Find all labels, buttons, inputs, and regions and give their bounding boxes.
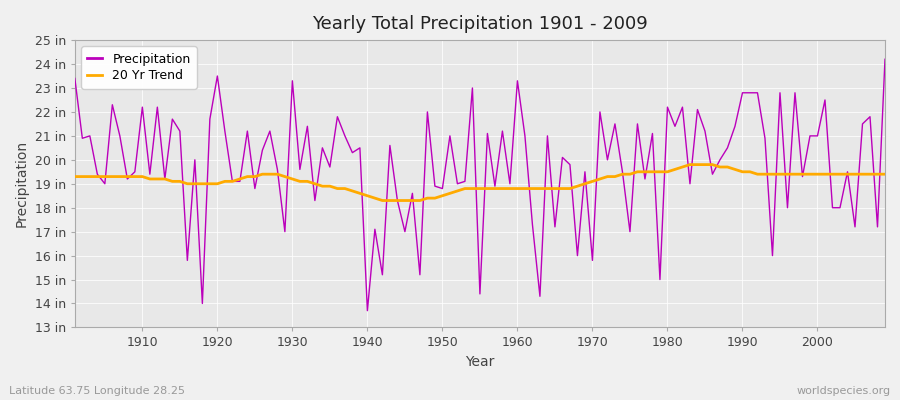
Precipitation xyxy=(130,169,140,174)
20 Yr Trend xyxy=(879,172,890,176)
Text: worldspecies.org: worldspecies.org xyxy=(796,386,891,396)
Text: Latitude 63.75 Longitude 28.25: Latitude 63.75 Longitude 28.25 xyxy=(9,386,185,396)
20 Yr Trend xyxy=(377,198,388,203)
20 Yr Trend xyxy=(519,186,530,191)
20 Yr Trend xyxy=(294,179,305,184)
20 Yr Trend xyxy=(339,186,350,191)
20 Yr Trend xyxy=(130,174,140,179)
Precipitation xyxy=(519,134,530,138)
20 Yr Trend xyxy=(69,174,80,179)
Precipitation xyxy=(362,308,373,313)
Title: Yearly Total Precipitation 1901 - 2009: Yearly Total Precipitation 1901 - 2009 xyxy=(312,15,648,33)
Line: 20 Yr Trend: 20 Yr Trend xyxy=(75,165,885,200)
Precipitation xyxy=(69,76,80,81)
20 Yr Trend xyxy=(512,186,523,191)
Precipitation xyxy=(609,122,620,126)
20 Yr Trend xyxy=(609,174,620,179)
Y-axis label: Precipitation: Precipitation xyxy=(15,140,29,227)
X-axis label: Year: Year xyxy=(465,355,495,369)
Precipitation xyxy=(512,78,523,83)
Line: Precipitation: Precipitation xyxy=(75,59,885,311)
Precipitation xyxy=(294,167,305,172)
Legend: Precipitation, 20 Yr Trend: Precipitation, 20 Yr Trend xyxy=(81,46,197,89)
Precipitation xyxy=(879,57,890,62)
Precipitation xyxy=(339,134,350,138)
20 Yr Trend xyxy=(685,162,696,167)
